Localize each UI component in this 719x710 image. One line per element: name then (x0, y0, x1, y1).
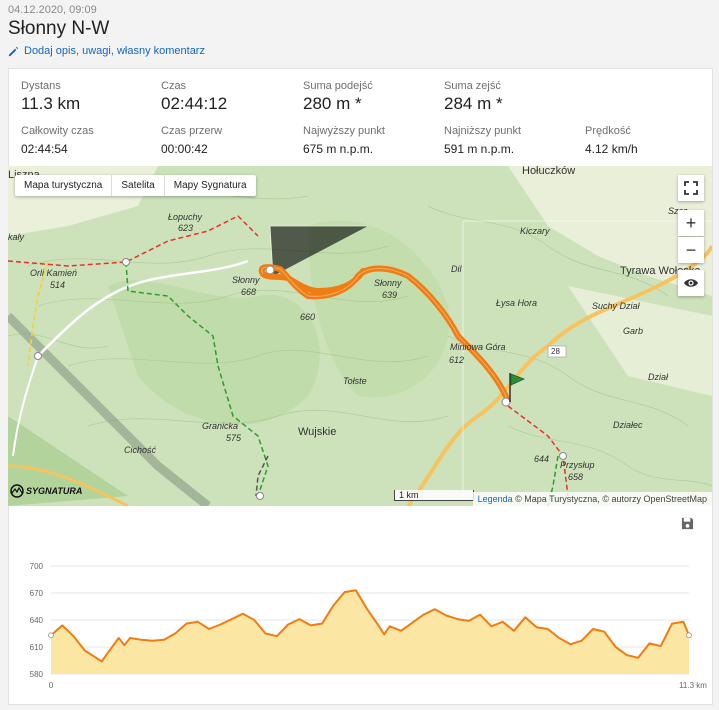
stat-descent: Suma zejść 284 m * (444, 80, 503, 114)
place-orli-kamien: Orli Kamień (30, 268, 78, 278)
edit-comment-label: Dodaj opis, uwagi, własny komentarz (24, 45, 205, 57)
place-slonny-668-height: 668 (241, 287, 257, 297)
activity-date: 04.12.2020, 09:09 (8, 4, 97, 16)
stat-highest-value: 675 m n.p.m. (303, 142, 374, 156)
stat-ascent-value: 280 m * (303, 94, 362, 113)
place-szcz: Szcz (668, 206, 688, 216)
place-slonny-639: Słonny (374, 278, 402, 288)
place-suchy-dzial: Suchy Dział (592, 301, 640, 311)
map-layer-tabs: Mapa turystyczna Satelita Mapy Sygnatura (15, 175, 256, 196)
finish-flag-icon (509, 373, 526, 402)
place-dil: Dil (451, 264, 462, 274)
stat-descent-label: Suma zejść (444, 80, 501, 92)
stat-highest: Najwyższy punkt 675 m n.p.m. (303, 125, 385, 156)
sygnatura-logo-text: SYGNATURA (26, 486, 83, 496)
start-point (48, 632, 54, 639)
stat-ascent-label: Suma podejść (303, 80, 373, 92)
legend-link[interactable]: Legenda (477, 494, 513, 504)
layers-visibility-button[interactable] (678, 270, 704, 296)
y-tick-label: 670 (30, 589, 44, 598)
edit-comment-link[interactable]: Dodaj opis, uwagi, własny komentarz (8, 45, 205, 57)
elevation-card: 580 610 640 670 700 0 11.3 km (8, 506, 713, 705)
place-tolste: Tołste (343, 376, 367, 386)
stat-ascent: Suma podejść 280 m * (303, 80, 373, 114)
map-tiles (8, 166, 712, 506)
place-garb: Garb (623, 326, 644, 336)
page-title: Słonny N-W (8, 18, 110, 39)
stat-speed: Prędkość 4.12 km/h (585, 125, 638, 156)
sygnatura-logo-icon (10, 484, 24, 498)
place-dzialec: Działec (613, 420, 643, 430)
elevation-chart[interactable]: 580 610 640 670 700 0 11.3 km (9, 506, 712, 704)
stat-time: Czas 02:44:12 (161, 80, 227, 114)
tab-satelita[interactable]: Satelita (112, 175, 165, 196)
stat-total-time-label: Całkowity czas (21, 125, 94, 137)
attribution-text: © Mapa Turystyczna, © autorzy OpenStreet… (515, 494, 707, 504)
place-wujskie: Wujskie (298, 426, 337, 438)
pencil-icon (8, 46, 19, 56)
tab-mapa-turystyczna[interactable]: Mapa turystyczna (15, 175, 113, 196)
place-orli-height: 514 (50, 280, 66, 290)
place-dzial: Dział (648, 372, 669, 382)
map-attribution: Legenda © Mapa Turystyczna, © autorzy Op… (472, 492, 712, 506)
save-icon[interactable] (681, 517, 694, 530)
stat-distance-label: Dystans (21, 80, 61, 92)
y-tick-label: 640 (30, 616, 44, 625)
eye-icon (684, 279, 698, 287)
stat-lowest-value: 591 m n.p.m. (444, 142, 515, 156)
y-tick-label: 610 (30, 643, 44, 652)
road-28-label: 28 (551, 347, 560, 356)
map-scale: 1 km (394, 490, 474, 501)
stat-highest-label: Najwyższy punkt (303, 125, 385, 137)
stat-total-time: Całkowity czas 02:44:54 (21, 125, 94, 156)
zoom-out-button[interactable]: − (678, 237, 704, 263)
y-tick-label: 580 (30, 670, 44, 679)
place-granicka: Granicka (202, 421, 239, 431)
stat-lowest: Najniższy punkt 591 m n.p.m. (444, 125, 521, 156)
place-slonny-668: Słonny (232, 275, 260, 285)
end-point (686, 632, 692, 639)
place-przyslup: Przysłup (560, 460, 595, 470)
stat-break-time-label: Czas przerw (161, 125, 223, 137)
fullscreen-button[interactable] (678, 175, 704, 201)
place-granicka-height: 575 (226, 433, 242, 443)
place-lopuchy: Łopuchy (168, 212, 203, 222)
zoom-in-button[interactable]: + (678, 210, 704, 236)
stat-time-value: 02:44:12 (161, 94, 228, 113)
tab-mapy-sygnatura[interactable]: Mapy Sygnatura (173, 180, 247, 191)
stat-time-label: Czas (161, 80, 187, 92)
route-map[interactable]: Liszna Hołuczków Łopuchy 623 kały Orli K… (8, 166, 712, 506)
place-kiczary: Kiczary (520, 226, 550, 236)
y-tick-label: 700 (30, 562, 44, 571)
place-lopuchy-height: 623 (178, 223, 194, 233)
stat-speed-value: 4.12 km/h (585, 142, 638, 156)
stat-distance-value: 11.3 km (21, 94, 81, 113)
stat-total-time-value: 02:44:54 (21, 142, 68, 156)
place-przyslup-height: 658 (568, 472, 584, 482)
place-lysa-hora: Łysa Hora (496, 298, 538, 308)
place-cichosc: Cichość (124, 445, 157, 455)
stat-break-time: Czas przerw 00:00:42 (161, 125, 222, 156)
x-tick-label: 11.3 km (679, 681, 707, 690)
stat-break-time-value: 00:00:42 (161, 142, 208, 156)
elevation-line (50, 589, 690, 663)
stat-distance: Dystans 11.3 km (21, 80, 80, 114)
place-slonny-639-height: 639 (382, 290, 398, 300)
fullscreen-icon (684, 181, 698, 195)
place-miniowa-height: 612 (449, 355, 465, 365)
place-height-644: 644 (534, 454, 550, 464)
stat-lowest-label: Najniższy punkt (444, 125, 522, 137)
place-kaly: kały (8, 232, 25, 242)
x-tick-label: 0 (49, 681, 54, 690)
stat-descent-value: 284 m * (444, 94, 503, 113)
place-holuczkow: Hołuczków (522, 166, 576, 177)
sygnatura-logo: SYGNATURA (10, 484, 82, 498)
elevation-area (51, 590, 689, 674)
stat-speed-label: Prędkość (585, 125, 631, 137)
place-height-660: 660 (300, 312, 316, 322)
place-miniowa: Miniowa Góra (450, 342, 506, 352)
